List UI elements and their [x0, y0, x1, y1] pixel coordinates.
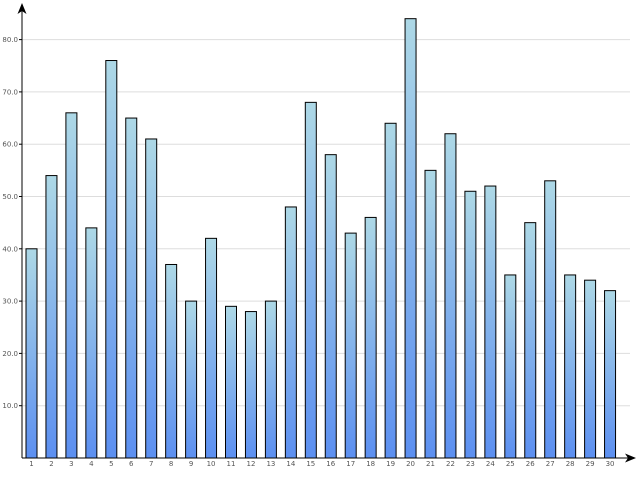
- y-tick-label: 30.0: [2, 298, 18, 306]
- bar-3: [65, 112, 78, 459]
- x-tick-label: 21: [426, 460, 435, 468]
- x-tick-label: 19: [386, 460, 395, 468]
- x-tick-label: 5: [109, 460, 113, 468]
- bar-1: [25, 248, 38, 459]
- bars: [25, 18, 617, 459]
- bar-15: [304, 101, 317, 459]
- bar-28: [564, 274, 577, 459]
- bar-23: [464, 190, 477, 459]
- x-tick-label: 6: [129, 460, 134, 468]
- x-tick-label: 2: [49, 460, 53, 468]
- x-tick-label: 3: [69, 460, 73, 468]
- x-tick-label: 29: [586, 460, 595, 468]
- y-tick-label: 20.0: [2, 350, 18, 358]
- x-tick-label: 27: [546, 460, 555, 468]
- x-tick-label: 18: [366, 460, 375, 468]
- bar-26: [524, 222, 537, 459]
- bar-12: [244, 311, 257, 459]
- bar-20: [404, 18, 417, 459]
- x-tick-label: 17: [346, 460, 355, 468]
- x-tick-label: 12: [246, 460, 255, 468]
- y-tick-label: 70.0: [2, 88, 18, 96]
- x-tick-label: 8: [169, 460, 173, 468]
- bar-8: [165, 263, 178, 459]
- bar-30: [604, 290, 617, 459]
- x-tick-label: 7: [149, 460, 153, 468]
- bar-4: [85, 227, 98, 459]
- bar-18: [364, 216, 377, 459]
- bar-17: [344, 232, 357, 459]
- x-tick-label: 23: [466, 460, 475, 468]
- y-tick-label: 50.0: [2, 193, 18, 201]
- x-tick-label: 22: [446, 460, 455, 468]
- bar-11: [225, 305, 237, 459]
- x-tick-label: 14: [286, 460, 295, 468]
- axes: [17, 3, 636, 463]
- x-tick-label: 1: [29, 460, 33, 468]
- bar-13: [264, 300, 277, 459]
- bar-27: [544, 180, 557, 459]
- x-tick-labels: 1 2 3 4 5 6 7 8 9 10 11 12 13 14 15 16 17 18 19 20 21 22 23 24 2…: [29, 460, 614, 468]
- bar-9: [185, 300, 198, 459]
- y-tick-label: 60.0: [2, 141, 18, 149]
- y-tick-label: 40.0: [2, 245, 18, 253]
- x-tick-label: 9: [189, 460, 193, 468]
- x-tick-label: 15: [306, 460, 315, 468]
- bar-16: [324, 154, 337, 459]
- x-tick-label: 20: [406, 460, 415, 468]
- x-tick-label: 4: [89, 460, 94, 468]
- x-tick-label: 26: [526, 460, 535, 468]
- y-tick-label: 10.0: [2, 402, 18, 410]
- bar-25: [504, 274, 517, 459]
- bar-29: [584, 279, 597, 459]
- bar-21: [424, 169, 437, 459]
- bar-14: [284, 206, 297, 459]
- bar-7: [145, 138, 158, 459]
- bar-5: [105, 60, 118, 459]
- bar-24: [484, 185, 497, 459]
- y-tick-labels: 10.0 20.0 30.0 40.0 50.0 60.0 70.0 80.0: [2, 36, 22, 410]
- x-tick-label: 24: [486, 460, 495, 468]
- x-tick-label: 11: [227, 460, 236, 468]
- x-tick-label: 16: [326, 460, 335, 468]
- bar-6: [125, 117, 138, 459]
- x-tick-label: 10: [207, 460, 216, 468]
- x-tick-label: 28: [566, 460, 575, 468]
- bar-10: [205, 237, 218, 459]
- x-tick-label: 30: [606, 460, 615, 468]
- y-tick-label: 80.0: [2, 36, 18, 44]
- x-tick-label: 25: [506, 460, 515, 468]
- x-axis-arrow: [625, 453, 636, 463]
- bar-22: [444, 133, 457, 459]
- x-tick-label: 13: [266, 460, 275, 468]
- bar-2: [45, 175, 58, 459]
- y-axis-arrow: [17, 3, 27, 14]
- bar-19: [384, 122, 397, 459]
